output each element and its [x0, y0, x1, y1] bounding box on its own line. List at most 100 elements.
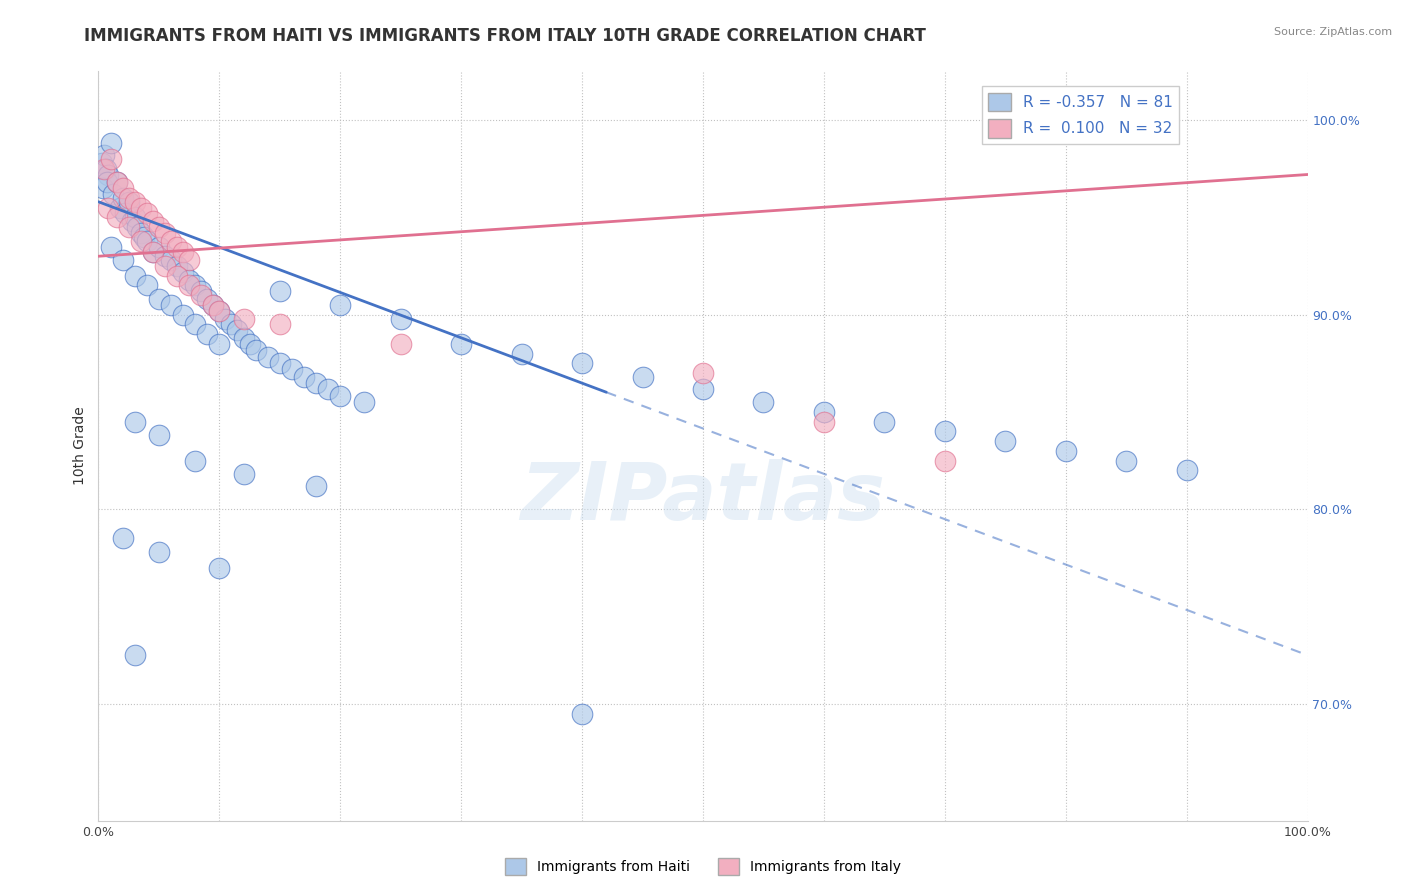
- Point: [93, 148, 115, 162]
- Point: [96, 175, 118, 189]
- Point: [100, 152, 122, 166]
- Point: [269, 318, 291, 332]
- Point: [97, 201, 120, 215]
- Point: [124, 211, 146, 225]
- Point: [160, 253, 183, 268]
- Point: [121, 214, 143, 228]
- Point: [202, 298, 225, 312]
- Point: [142, 245, 165, 260]
- Point: [134, 229, 156, 244]
- Point: [813, 415, 835, 429]
- Point: [232, 331, 254, 345]
- Point: [873, 415, 896, 429]
- Point: [111, 253, 134, 268]
- Point: [1115, 453, 1137, 467]
- Point: [148, 239, 170, 253]
- Point: [208, 303, 231, 318]
- Point: [316, 382, 339, 396]
- Point: [190, 285, 212, 299]
- Point: [129, 234, 152, 248]
- Point: [101, 186, 124, 201]
- Legend: R = -0.357   N = 81, R =  0.100   N = 32: R = -0.357 N = 81, R = 0.100 N = 32: [981, 87, 1180, 144]
- Point: [329, 389, 352, 403]
- Point: [172, 245, 194, 260]
- Point: [142, 214, 165, 228]
- Point: [692, 382, 714, 396]
- Point: [389, 311, 412, 326]
- Point: [934, 425, 956, 439]
- Point: [305, 479, 328, 493]
- Point: [208, 303, 231, 318]
- Point: [172, 308, 194, 322]
- Point: [239, 336, 262, 351]
- Point: [160, 234, 183, 248]
- Y-axis label: 10th Grade: 10th Grade: [73, 407, 87, 485]
- Point: [148, 545, 170, 559]
- Point: [118, 194, 141, 209]
- Point: [166, 268, 188, 283]
- Point: [118, 191, 141, 205]
- Point: [232, 467, 254, 482]
- Point: [129, 201, 152, 215]
- Point: [135, 206, 157, 220]
- Point: [450, 336, 472, 351]
- Point: [124, 194, 146, 209]
- Point: [114, 206, 136, 220]
- Point: [124, 648, 146, 663]
- Point: [934, 453, 956, 467]
- Point: [813, 405, 835, 419]
- Point: [353, 395, 375, 409]
- Point: [329, 298, 352, 312]
- Point: [179, 272, 201, 286]
- Point: [214, 311, 236, 326]
- Point: [135, 234, 157, 248]
- Point: [105, 175, 128, 189]
- Point: [752, 395, 775, 409]
- Point: [111, 532, 134, 546]
- Point: [100, 239, 122, 253]
- Point: [571, 706, 593, 721]
- Point: [148, 220, 170, 235]
- Point: [256, 351, 278, 365]
- Point: [208, 336, 231, 351]
- Point: [571, 356, 593, 370]
- Point: [108, 201, 131, 215]
- Point: [292, 370, 315, 384]
- Point: [179, 253, 201, 268]
- Point: [153, 259, 176, 273]
- Point: [269, 285, 291, 299]
- Point: [111, 191, 134, 205]
- Point: [148, 428, 170, 442]
- Point: [91, 156, 114, 170]
- Point: [208, 560, 231, 574]
- Point: [195, 292, 218, 306]
- Point: [105, 175, 128, 189]
- Point: [245, 343, 267, 357]
- Point: [172, 265, 194, 279]
- Point: [105, 211, 128, 225]
- Point: [184, 453, 207, 467]
- Point: [148, 292, 170, 306]
- Point: [226, 323, 249, 337]
- Text: ZIPatlas: ZIPatlas: [520, 459, 886, 538]
- Point: [232, 311, 254, 326]
- Point: [153, 249, 176, 263]
- Point: [160, 298, 183, 312]
- Point: [166, 259, 188, 273]
- Point: [269, 356, 291, 370]
- Point: [129, 226, 152, 240]
- Point: [179, 278, 201, 293]
- Point: [190, 288, 212, 302]
- Legend: Immigrants from Haiti, Immigrants from Italy: Immigrants from Haiti, Immigrants from I…: [499, 853, 907, 880]
- Text: Source: ZipAtlas.com: Source: ZipAtlas.com: [1274, 27, 1392, 37]
- Point: [184, 318, 207, 332]
- Point: [127, 220, 149, 235]
- Text: IMMIGRANTS FROM HAITI VS IMMIGRANTS FROM ITALY 10TH GRADE CORRELATION CHART: IMMIGRANTS FROM HAITI VS IMMIGRANTS FROM…: [84, 27, 927, 45]
- Point: [124, 415, 146, 429]
- Point: [1175, 463, 1198, 477]
- Point: [97, 168, 120, 182]
- Point: [153, 226, 176, 240]
- Point: [692, 366, 714, 380]
- Point: [221, 318, 243, 332]
- Point: [994, 434, 1017, 449]
